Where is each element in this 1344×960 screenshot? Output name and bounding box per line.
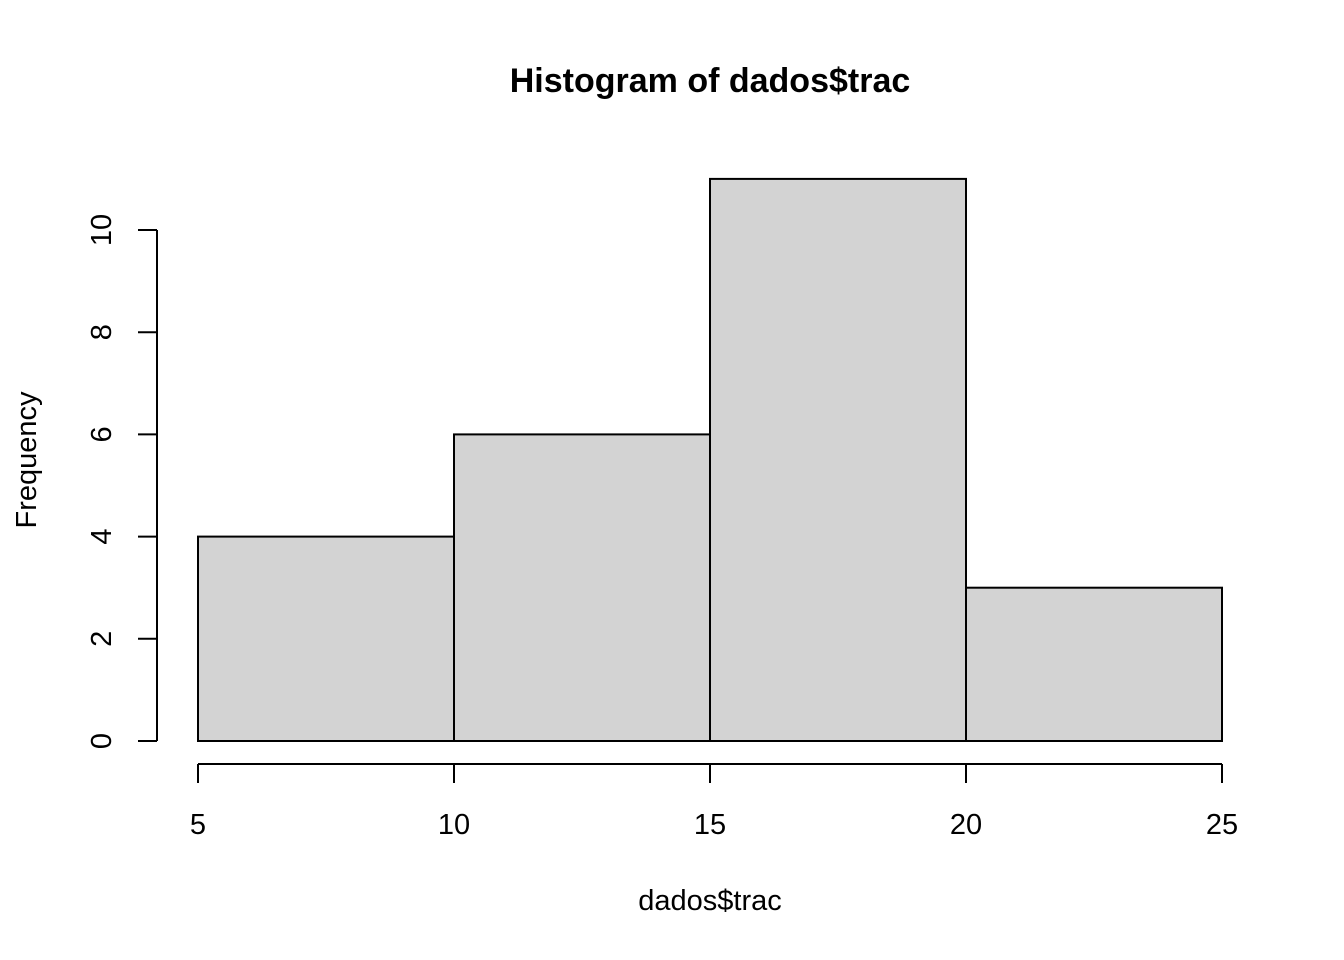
histogram-bar-3: [709, 177, 967, 742]
x-tick-label-20: 20: [950, 809, 982, 841]
chart-title: Histogram of dados$trac: [510, 62, 911, 100]
bars-group: [197, 177, 1223, 743]
x-tick-label-10: 10: [438, 809, 470, 841]
y-axis-label: Frequency: [11, 391, 43, 529]
y-tick-label-0: 0: [86, 733, 118, 749]
y-tick-label-6: 6: [86, 426, 118, 442]
y-axis: 0 2 4 6 8 10: [86, 214, 158, 749]
x-axis-label: dados$trac: [638, 885, 782, 917]
y-tick-label-8: 8: [86, 324, 118, 340]
histogram-bar-2: [453, 433, 711, 742]
x-axis: 5 10 15 20 25: [190, 763, 1238, 841]
x-tick-label-15: 15: [694, 809, 726, 841]
x-tick-label-5: 5: [190, 809, 206, 841]
y-tick-label-10: 10: [86, 214, 118, 246]
histogram-bar-4: [965, 586, 1223, 743]
histogram-bar-1: [197, 535, 455, 742]
y-tick-label-2: 2: [86, 631, 118, 647]
y-tick-label-4: 4: [86, 529, 118, 545]
x-tick-label-25: 25: [1206, 809, 1238, 841]
